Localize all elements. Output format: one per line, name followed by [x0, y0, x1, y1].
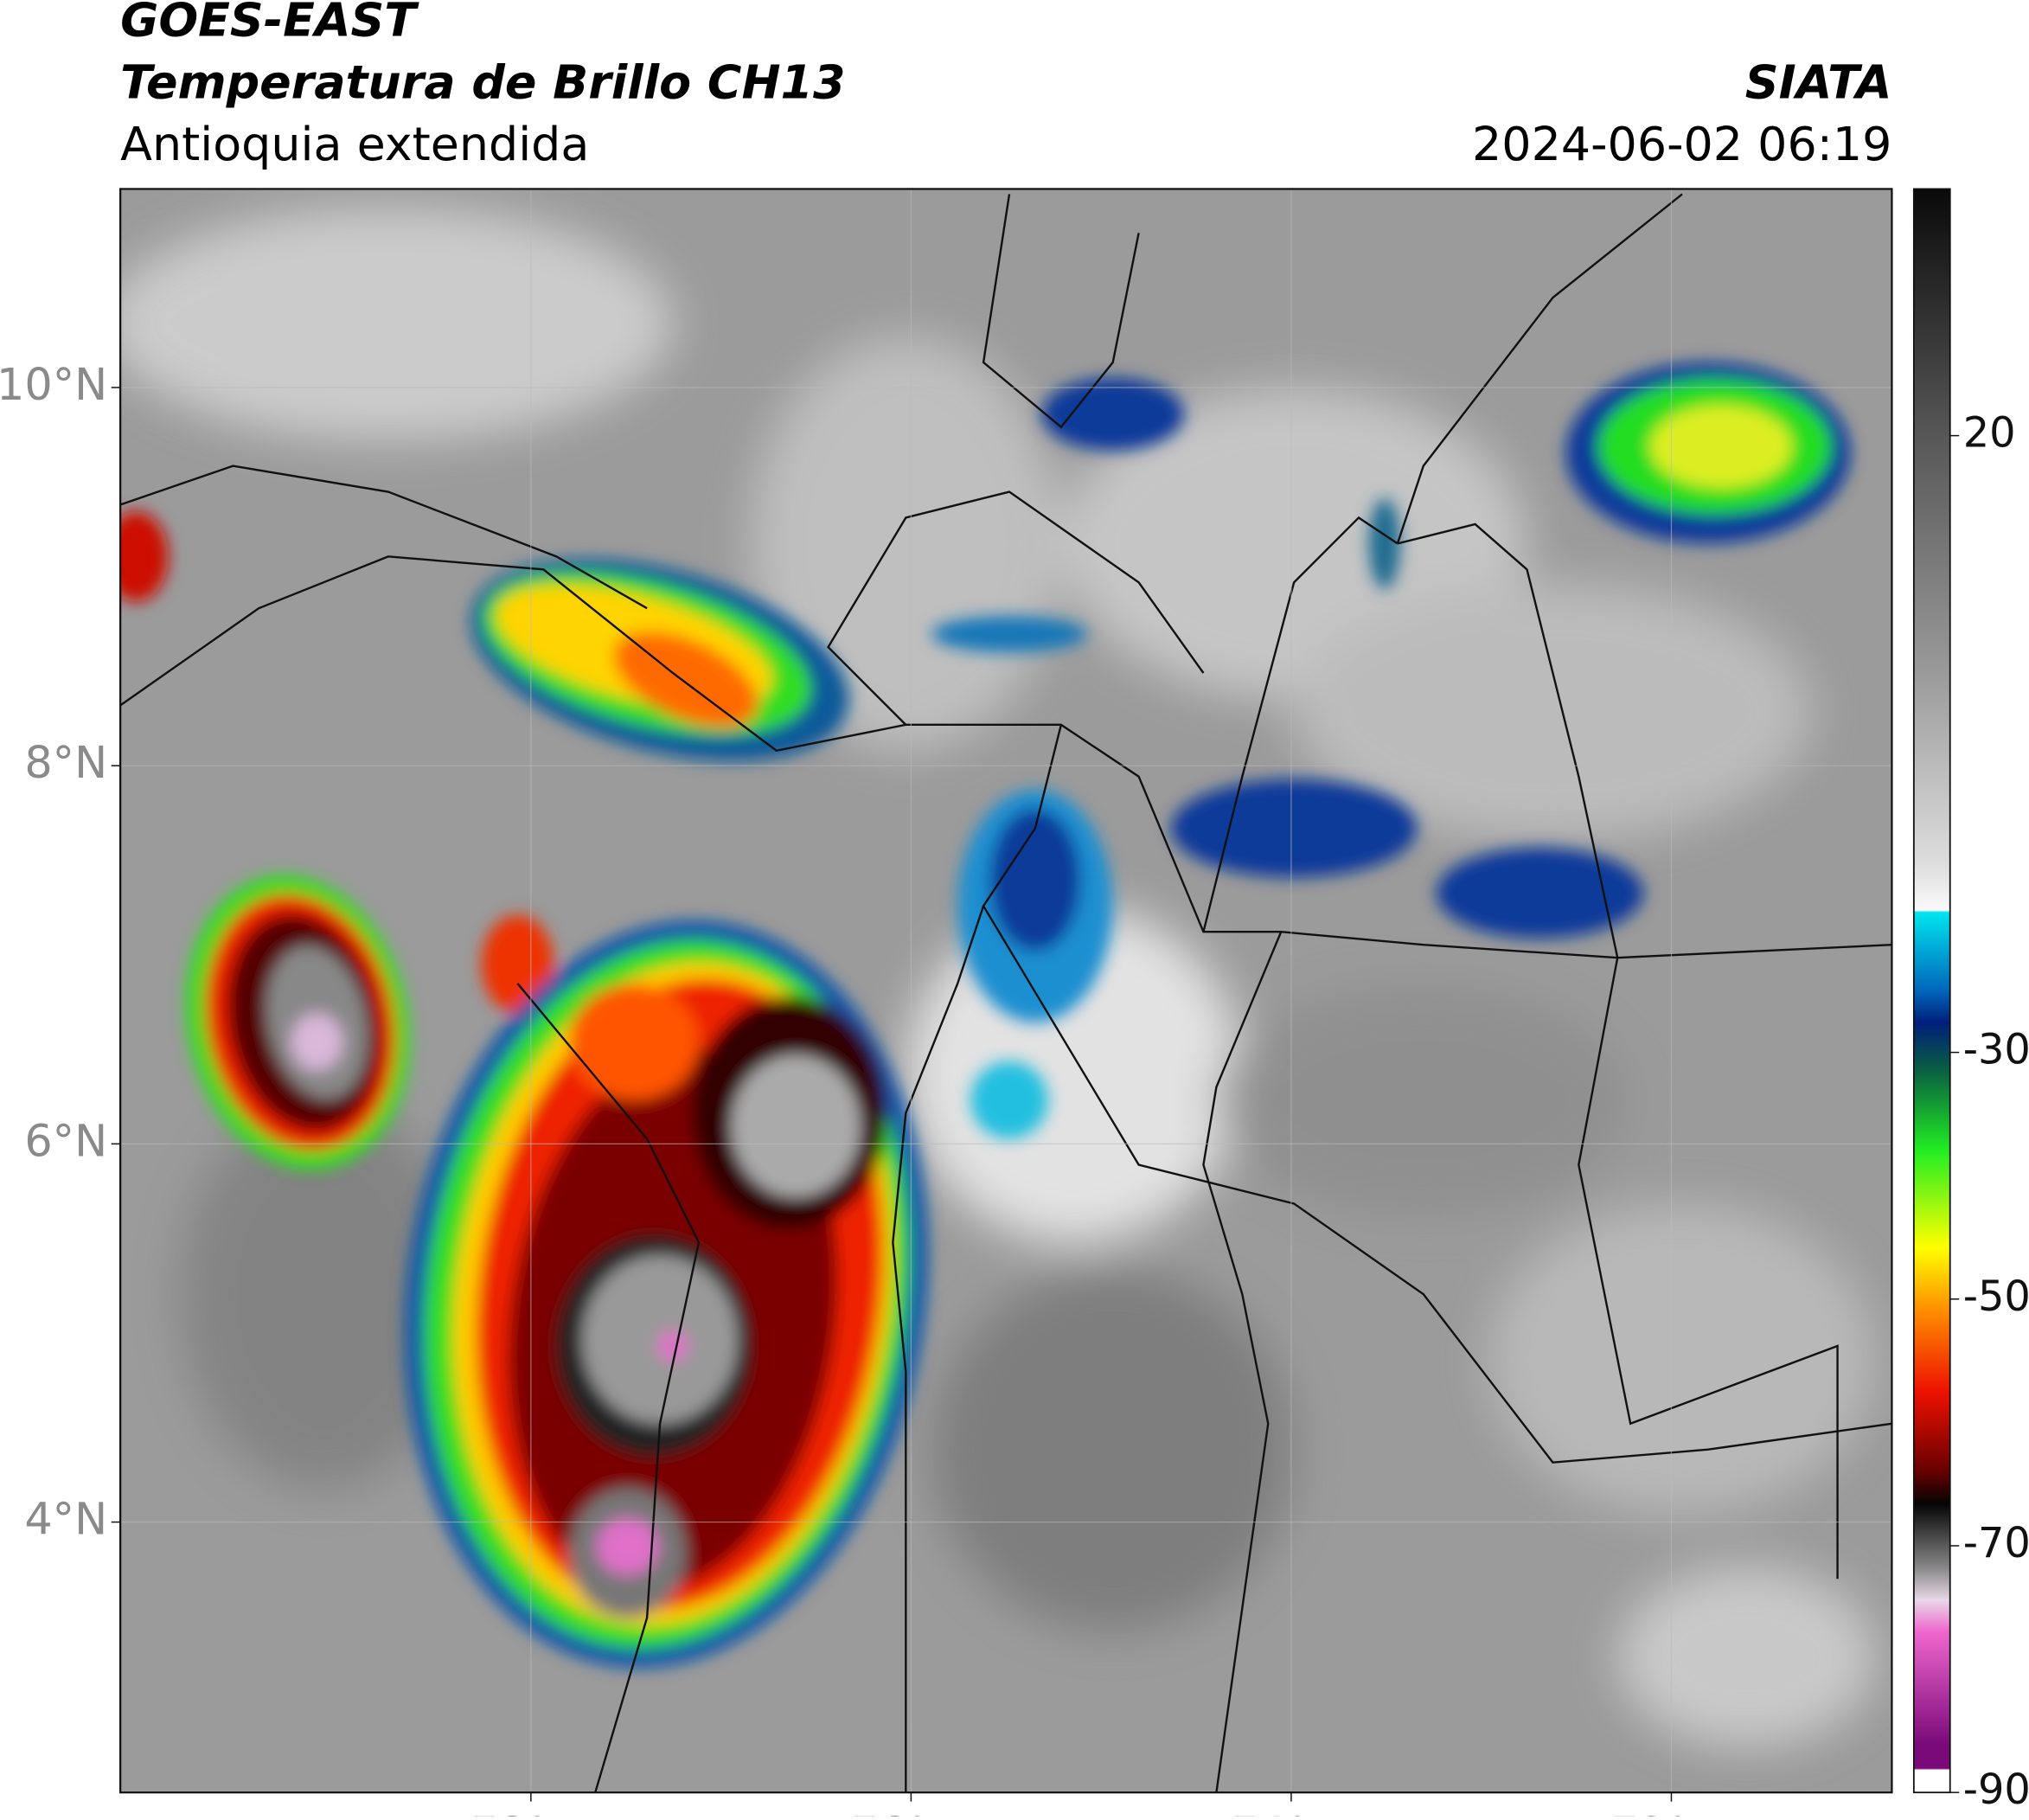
lon-tick-label: 76°W — [850, 1808, 971, 1817]
colorbar — [1912, 188, 1951, 1794]
borders — [120, 193, 1892, 1793]
colorbar-tick-label: -30 — [1963, 1027, 2029, 1074]
colorbar-tick-label: -50 — [1963, 1273, 2029, 1321]
lat-tick-label: 10°N — [0, 359, 107, 410]
lat-tick-label: 4°N — [24, 1494, 107, 1545]
source: SIATA — [1745, 54, 1892, 109]
lat-tick-label: 8°N — [24, 737, 107, 788]
grid — [120, 189, 1892, 1793]
colorbar-tick-label: 20 — [1963, 410, 2016, 458]
colorbar-tick-label: -70 — [1963, 1520, 2029, 1567]
map-frame — [119, 188, 1893, 1794]
lon-tick-label: 72°W — [1610, 1808, 1731, 1817]
lon-tick-label: 78°W — [470, 1808, 592, 1817]
colorbar-tick-label: -90 — [1963, 1766, 2029, 1814]
title: GOES-EAST — [120, 0, 419, 48]
region: Antioquia extendida — [120, 117, 589, 171]
lon-tick-label: 74°W — [1231, 1808, 1352, 1817]
satellite-image — [120, 189, 1892, 1793]
datetime: 2024-06-02 06:19 — [1472, 117, 1891, 171]
subtitle: Temperatura de Brillo CH13 — [120, 54, 845, 109]
lat-tick-label: 6°N — [24, 1115, 107, 1166]
